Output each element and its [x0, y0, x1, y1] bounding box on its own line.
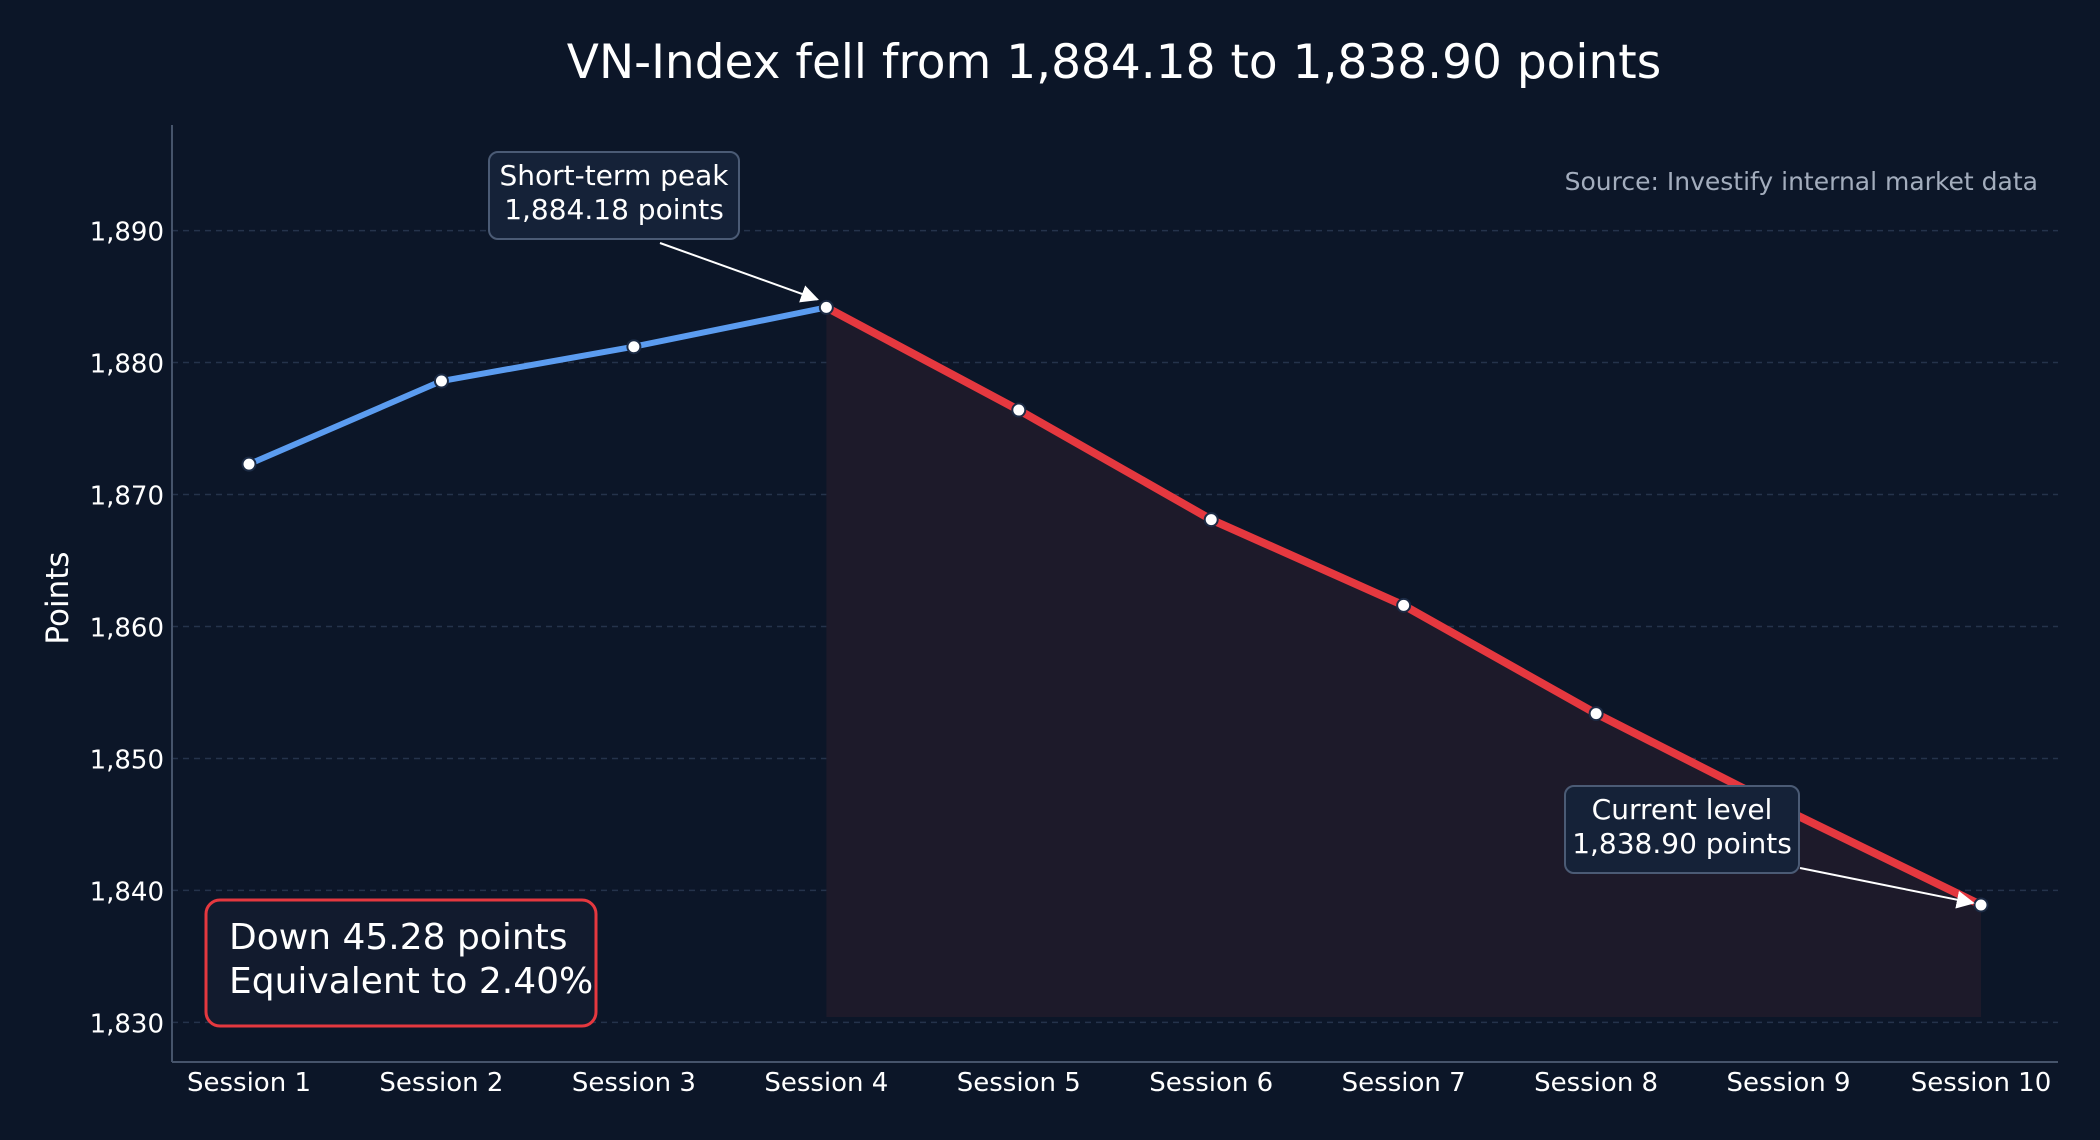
data-point [626, 339, 642, 355]
data-point [1011, 402, 1027, 418]
x-tick-label: Session 7 [1342, 1068, 1466, 1098]
current-annotation-arrow [1799, 867, 1975, 909]
x-tick-label: Session 6 [1149, 1068, 1273, 1098]
y-tick-label: 1,830 [90, 1009, 164, 1039]
y-tick-label: 1,880 [90, 350, 164, 380]
y-tick-label: 1,890 [90, 218, 164, 248]
x-tick-labels: Session 1 Session 2 Session 3 Session 4 Sess… [187, 1068, 2051, 1098]
chart-title: VN-Index fell from 1,884.18 to 1,838.90 … [567, 35, 1661, 90]
summary-line1: Down 45.28 points [229, 917, 568, 958]
peak-annotation-box [488, 151, 740, 240]
current-annotation-line2: 1,838.90 points [1572, 827, 1792, 860]
x-tick-label: Session 3 [572, 1068, 696, 1098]
y-tick-label: 1,860 [90, 613, 164, 643]
summary-line2: Equivalent to 2.40% [229, 961, 593, 1002]
peak-annotation-arrow [659, 242, 820, 303]
x-tick-label: Session 5 [957, 1068, 1081, 1098]
x-tick-label: Session 1 [187, 1068, 311, 1098]
peak-annotation-line1: Short-term peak [499, 159, 729, 192]
x-tick-label: Session 9 [1727, 1068, 1851, 1098]
data-point [433, 373, 449, 389]
summary-box-frame [204, 898, 598, 1028]
data-point [1973, 897, 1989, 913]
y-tick-labels: 1,830 1,840 1,850 1,860 1,870 1,880 1,890 [90, 218, 164, 1040]
y-axis-label: Points [40, 551, 76, 644]
x-tick-label: Session 10 [1911, 1068, 2052, 1098]
current-annotation-box [1564, 785, 1800, 874]
data-point [1588, 706, 1604, 722]
y-tick-label: 1,850 [90, 745, 164, 775]
data-point [1203, 512, 1219, 528]
x-tick-label: Session 2 [379, 1068, 503, 1098]
x-tick-label: Session 4 [764, 1068, 888, 1098]
y-tick-label: 1,840 [90, 877, 164, 907]
peak-annotation: Short-term peak 1,884.18 points [488, 151, 820, 303]
series-line-rising [246, 304, 830, 468]
source-note: Source: Investify internal market data [1565, 167, 2038, 196]
data-point [241, 456, 257, 472]
data-point [818, 299, 834, 315]
x-tick-label: Session 8 [1534, 1068, 1658, 1098]
peak-annotation-line2: 1,884.18 points [504, 193, 724, 226]
current-annotation: Current level 1,838.90 points [1564, 785, 1975, 909]
summary-box: Down 45.28 points Equivalent to 2.40% [204, 898, 598, 1028]
y-tick-label: 1,870 [90, 482, 164, 512]
data-point [1396, 597, 1412, 613]
current-annotation-line1: Current level [1592, 793, 1773, 826]
